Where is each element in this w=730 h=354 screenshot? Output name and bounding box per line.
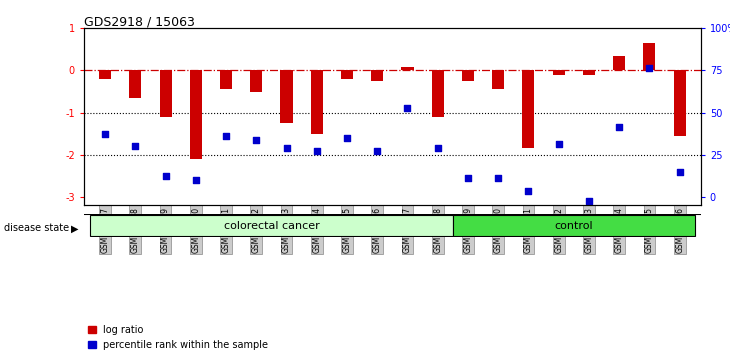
Bar [492, 70, 504, 90]
Text: control: control [555, 221, 593, 231]
Point [160, 173, 172, 179]
Bar [583, 70, 595, 75]
Bar [280, 70, 293, 123]
Point [492, 175, 504, 181]
Point [311, 148, 323, 153]
Point [583, 198, 595, 204]
Point [250, 137, 262, 143]
Point [341, 135, 353, 141]
Text: disease state: disease state [4, 223, 69, 233]
Bar [99, 70, 111, 79]
FancyBboxPatch shape [453, 215, 695, 236]
Point [402, 105, 413, 111]
Bar [311, 70, 323, 134]
Bar [160, 70, 172, 117]
Point [613, 125, 625, 130]
Text: ▶: ▶ [72, 223, 79, 233]
Bar [613, 56, 625, 70]
Legend: log ratio, percentile rank within the sample: log ratio, percentile rank within the sa… [84, 321, 272, 354]
Bar [431, 70, 444, 117]
Point [372, 148, 383, 153]
Bar [643, 43, 656, 70]
Point [99, 131, 111, 137]
Bar [220, 70, 232, 90]
Point [432, 145, 444, 151]
Point [129, 143, 141, 149]
Bar [250, 70, 262, 92]
Bar [462, 70, 474, 81]
Bar [190, 70, 202, 159]
Text: colorectal cancer: colorectal cancer [223, 221, 319, 231]
Bar [523, 70, 534, 148]
Point [281, 145, 293, 151]
Point [523, 188, 534, 193]
Point [553, 141, 564, 147]
FancyBboxPatch shape [90, 215, 453, 236]
Point [644, 65, 656, 71]
Bar [372, 70, 383, 81]
Bar [674, 70, 685, 136]
Point [190, 177, 201, 183]
Bar [402, 67, 413, 70]
Bar [341, 70, 353, 79]
Point [462, 175, 474, 181]
Bar [129, 70, 142, 98]
Point [674, 169, 685, 175]
Text: GDS2918 / 15063: GDS2918 / 15063 [84, 16, 195, 29]
Bar [553, 70, 565, 75]
Point [220, 133, 232, 139]
